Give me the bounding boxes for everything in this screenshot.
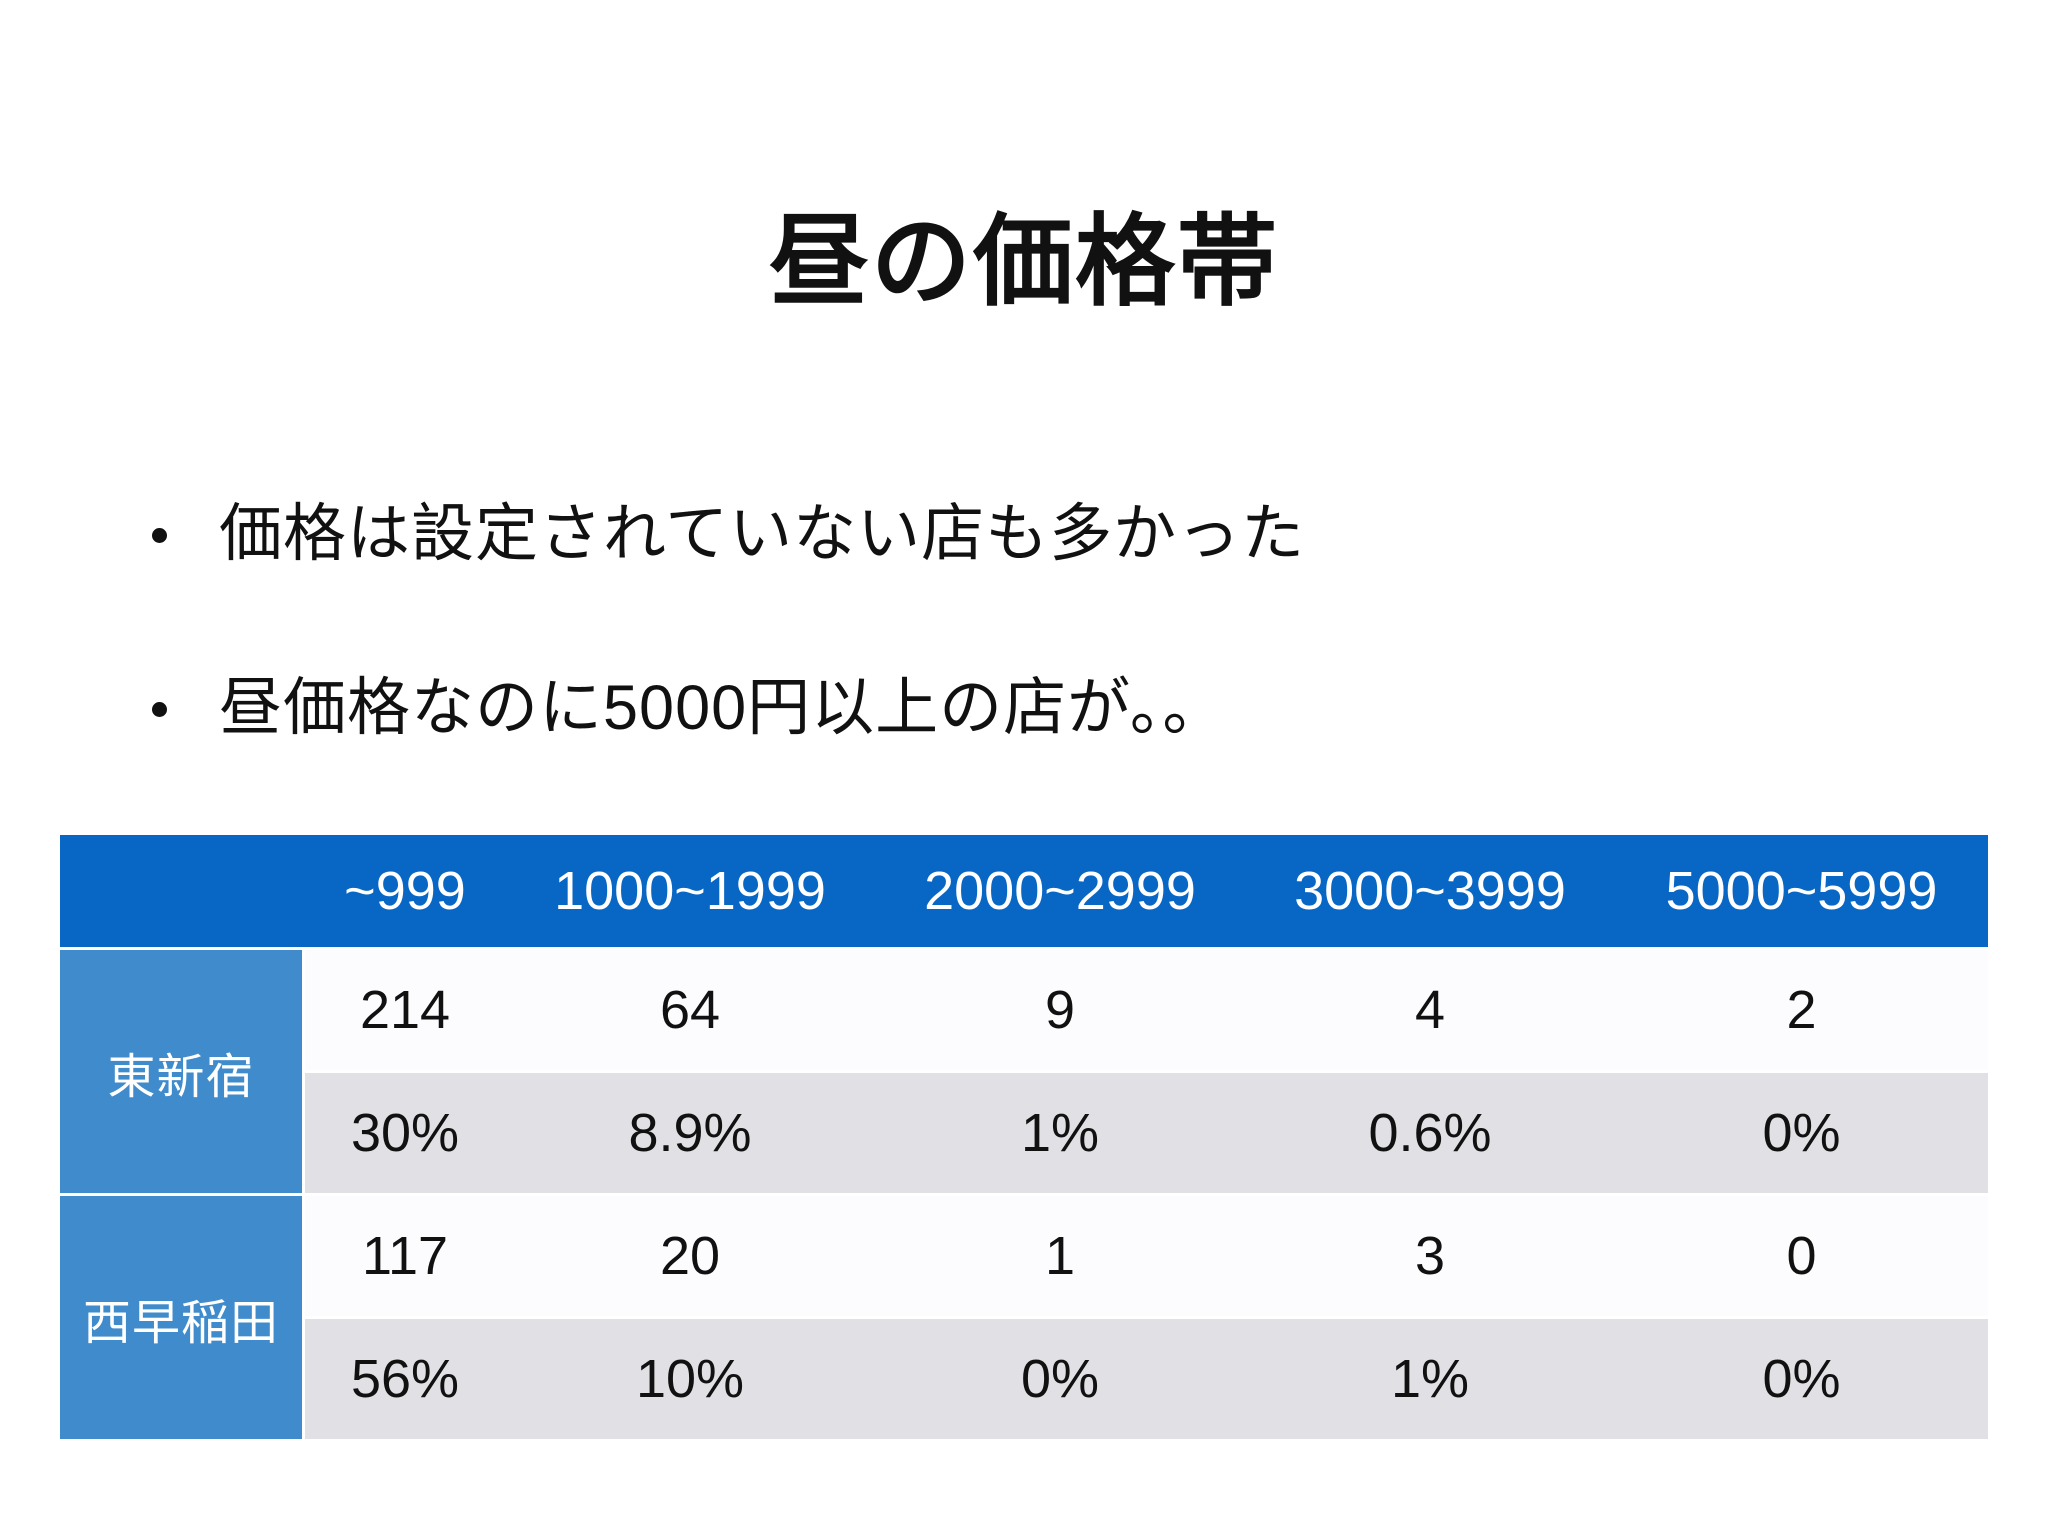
table-cell: 30%: [305, 1070, 505, 1193]
table-cell: 10%: [505, 1316, 875, 1439]
table-row: 30% 8.9% 1% 0.6% 0%: [60, 1070, 1988, 1193]
table-cell: 0%: [1615, 1070, 1988, 1193]
column-header: 3000~3999: [1245, 835, 1615, 947]
page-title: 昼の価格帯: [769, 206, 1279, 318]
table-row: 東新宿 214 64 9 4 2: [60, 947, 1988, 1193]
table-cell: 0%: [875, 1316, 1245, 1439]
bullet-text: 昼価格なのに5000円以上の店が。。: [219, 673, 1227, 744]
table-cell: 1%: [875, 1070, 1245, 1193]
table-cell: 8.9%: [505, 1070, 875, 1193]
table-cell: 0.6%: [1245, 1070, 1615, 1193]
table-header-row: ~999 1000~1999 2000~2999 3000~3999 5000~…: [60, 835, 1988, 947]
table-cell: 214: [305, 947, 505, 1070]
table-cell: 4: [1245, 947, 1615, 1070]
column-header: 1000~1999: [505, 835, 875, 947]
table-cell: 117: [305, 1193, 505, 1316]
table-corner-cell: [60, 835, 305, 947]
table-cell: 9: [875, 947, 1245, 1070]
bullet-text: 価格は設定されていない店も多かった: [219, 499, 1306, 569]
column-header: ~999: [305, 835, 505, 947]
table-cell: 0: [1615, 1193, 1988, 1316]
table-row: 西早稲田 117 20 1 3 0: [60, 1193, 1988, 1439]
column-header: 2000~2999: [875, 835, 1245, 947]
table-cell: 1%: [1245, 1316, 1615, 1439]
table-cell: 20: [505, 1193, 875, 1316]
bullet-dot-icon: [152, 702, 167, 718]
bullet-list: 価格は設定されていない店も多かった 昼価格なのに5000円以上の店が。。: [152, 498, 1952, 847]
list-item: 昼価格なのに5000円以上の店が。。: [152, 672, 1952, 744]
table-row: 56% 10% 0% 1% 0%: [60, 1316, 1988, 1439]
table-cell: 0%: [1615, 1316, 1988, 1439]
list-item: 価格は設定されていない店も多かった: [152, 498, 1952, 570]
table-cell: 2: [1615, 947, 1988, 1070]
row-label: 西早稲田: [60, 1193, 305, 1439]
table-cell: 64: [505, 947, 875, 1070]
bullet-dot-icon: [152, 528, 167, 543]
row-label: 東新宿: [60, 947, 305, 1193]
table-cell: 1: [875, 1193, 1245, 1316]
column-header: 5000~5999: [1615, 835, 1988, 947]
price-range-table: ~999 1000~1999 2000~2999 3000~3999 5000~…: [60, 835, 1988, 1439]
table-cell: 3: [1245, 1193, 1615, 1316]
table-cell: 56%: [305, 1316, 505, 1439]
